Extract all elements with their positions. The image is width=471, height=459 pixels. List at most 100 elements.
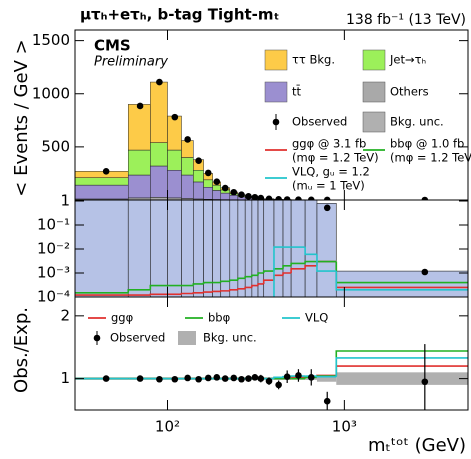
step-line [262,279,274,284]
stack-bar [193,170,204,183]
stack-bar [181,157,194,176]
observed-point [257,375,265,382]
step-line [257,283,264,286]
observed-point [245,161,252,168]
step-line [304,264,317,269]
stack-bar [193,181,204,200]
stack-bar [167,115,182,151]
step-line [149,293,168,296]
step-line [202,281,213,284]
legend-label: Bkg. unc. [390,115,444,129]
observed-point [307,374,315,381]
observed-point [257,194,265,200]
stack-bar [203,179,213,188]
stack-bar [75,171,129,178]
legend-label: ττ Bkg. [292,53,335,67]
observed-point [275,381,282,389]
step-line [180,292,194,295]
stack-bar [127,149,151,176]
background-sum [282,200,292,297]
legend-label: Jet→τₕ [389,53,426,67]
observed-point [184,374,191,382]
stack-bar [150,165,168,198]
legend-label: Observed [110,331,165,345]
legend-label: bbφ [208,311,230,325]
observed-point [102,375,110,382]
observed-point [156,78,163,86]
observed-point [222,149,229,156]
step-line [219,280,230,283]
legend-label: Observed [292,115,347,129]
observed-point [265,195,273,200]
background-sum [203,200,213,297]
background-sum [251,200,259,297]
step-line [316,375,337,378]
stack-bar [167,170,182,199]
observed-point [204,374,212,382]
chart-title: μτₕ+eτₕ, b-tag Tight-mₜ [80,6,279,24]
legend-swatch [362,49,386,71]
observed-point [238,157,245,164]
step-line [304,247,317,256]
observed-point [136,102,144,110]
step-line [316,254,337,272]
x-tick-label: 10² [155,418,180,436]
observed-point [171,375,179,383]
step-line [192,283,204,286]
step-line [335,357,468,377]
step-line [149,284,168,290]
legend-label: tt̄ [292,84,302,98]
log-panel [75,136,468,297]
background-sum [244,200,253,297]
observed-point [195,375,202,383]
observed-point [230,188,238,196]
y-tick-label: 1500 [32,31,70,49]
stack-bar [212,190,221,200]
legend-swatch [264,81,288,103]
x-axis-label: mₜᵗᵒᵗ (GeV) [368,435,466,456]
observed-point [156,375,163,383]
y-tick-label: 10⁻¹ [37,215,70,233]
y-axis-label: < Events / GeV > [11,39,32,196]
observed-point [205,140,212,147]
legend-label: VLQ [305,311,328,325]
observed-point [204,169,212,177]
step-line [251,274,259,277]
legend-label: Others [390,85,429,99]
stack-bar [181,174,194,199]
step-line [228,288,238,291]
legend-label: (mᵤ = 1 TeV) [292,179,365,193]
step-line [192,291,204,294]
legend-label: Bkg. unc. [203,331,257,345]
observed-point [213,144,220,151]
step-line [257,272,264,276]
observed-point [171,113,179,121]
step-line [262,270,274,273]
observed-point [245,192,252,200]
observed-point [323,196,331,200]
y-tick-label: 1 [60,369,70,387]
y-axis-label: Obs./Exp. [11,307,32,393]
unc-band [336,372,468,385]
legend-label: (mφ = 1.2 TeV) [390,151,471,165]
observed-point [102,168,110,175]
background-sum [257,200,265,297]
observed-point [195,136,202,143]
lumi-label: 138 fb⁻¹ (13 TeV) [346,12,466,28]
legend-swatch [362,81,386,103]
stack-bar [212,184,221,191]
x-tick-label: 10³ [332,418,357,436]
observed-point [275,195,282,200]
stack-bar [150,142,168,167]
observed-point [252,164,259,171]
step-line [273,246,284,297]
observed-point [323,397,331,405]
observed-point [213,374,221,381]
observed-point [195,157,202,164]
legend-label: VLQ, gᵤ = 1.2 [292,165,370,179]
stack-bar [181,140,194,158]
legend-label: bbφ @ 1.0 fb [390,137,464,151]
observed-point [251,193,259,200]
observed-point [230,153,237,160]
step-line [251,284,259,288]
